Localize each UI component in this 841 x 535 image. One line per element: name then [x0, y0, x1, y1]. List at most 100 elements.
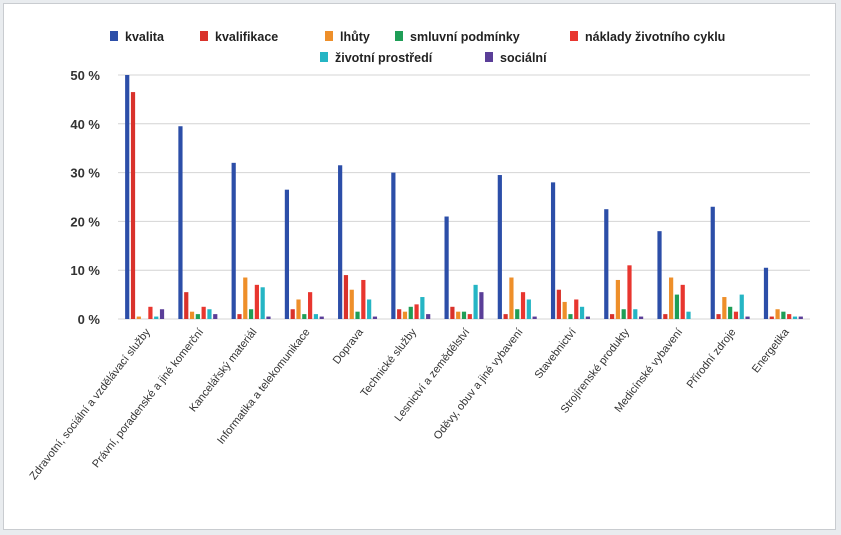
bar-smluvní-podmínky-5 [408, 306, 413, 319]
bar-náklady-životního-cyklu-12 [787, 314, 792, 319]
bar-lhůty-0 [136, 316, 141, 319]
y-tick-label: 20 % [70, 214, 100, 229]
bar-náklady-životního-cyklu-10 [680, 284, 685, 319]
bar-životní-prostředí-3 [313, 314, 319, 319]
bar-životní-prostředí-8 [579, 306, 585, 319]
bar-kvalita-7 [497, 175, 502, 319]
bar-životní-prostředí-2 [260, 287, 265, 319]
category-label: Zdravotní, sociální a vzdělávací služby [28, 326, 154, 482]
bar-lhůty-7 [509, 277, 514, 319]
bar-sociální-6 [479, 292, 484, 319]
y-axis-ticks: 0 % 10 % 20 % 30 % 40 % 50 % [70, 68, 100, 327]
category-label: Stavebnictví [532, 326, 578, 381]
bar-sociální-7 [532, 316, 537, 319]
bar-smluvní-podmínky-11 [728, 306, 733, 319]
bar-smluvní-podmínky-9 [621, 309, 626, 319]
x-axis-categories: Zdravotní, sociální a vzdělávací službyP… [28, 326, 793, 482]
bar-smluvní-podmínky-8 [568, 314, 573, 319]
bar-sociální-4 [372, 316, 378, 319]
y-tick-label: 30 % [70, 166, 100, 181]
bar-lhůty-12 [775, 309, 780, 319]
bar-kvalifikace-4 [343, 275, 349, 319]
bar-lhůty-3 [296, 299, 301, 319]
bar-kvalita-2 [231, 162, 236, 319]
bar-kvalifikace-2 [237, 314, 242, 319]
legend-label: náklady životního cyklu [585, 30, 725, 44]
bar-lhůty-4 [349, 289, 354, 319]
bar-kvalifikace-3 [290, 309, 295, 319]
bar-životní-prostředí-10 [686, 311, 691, 319]
y-tick-label: 50 % [70, 68, 100, 83]
bar-smluvní-podmínky-1 [195, 314, 200, 319]
bar-sociální-0 [159, 309, 165, 319]
bar-kvalifikace-9 [609, 314, 615, 319]
category-label: Právní, poradenské a jiné komerční [90, 326, 206, 470]
bar-kvalifikace-10 [663, 314, 668, 319]
bar-sociální-5 [426, 314, 431, 319]
gridlines [118, 74, 810, 320]
bar-náklady-životního-cyklu-11 [733, 311, 739, 319]
bar-náklady-životního-cyklu-5 [414, 304, 419, 319]
bar-lhůty-5 [402, 311, 408, 319]
legend-label: životní prostředí [335, 51, 433, 65]
bar-kvalifikace-6 [450, 306, 455, 319]
legend-swatch [110, 31, 118, 41]
bar-náklady-životního-cyklu-9 [627, 265, 632, 319]
legend-label: kvalita [125, 30, 165, 44]
bar-lhůty-8 [562, 301, 567, 319]
legend-swatch [325, 31, 333, 41]
bar-životní-prostředí-6 [473, 284, 478, 319]
legend-swatch [485, 52, 493, 62]
bar-kvalita-10 [657, 231, 662, 319]
bar-náklady-životního-cyklu-6 [467, 314, 472, 319]
bar-smluvní-podmínky-2 [248, 309, 254, 319]
category-label: Technické služby [358, 326, 419, 399]
bar-lhůty-11 [722, 297, 727, 319]
bar-smluvní-podmínky-12 [781, 311, 786, 319]
bar-životní-prostředí-1 [207, 309, 212, 319]
chart-frame [3, 3, 836, 530]
bar-kvalifikace-0 [130, 92, 136, 319]
legend: kvalita kvalifikace lhůty smluvní podmínky n… [110, 30, 725, 65]
bar-kvalita-4 [338, 165, 343, 319]
bar-životní-prostředí-9 [633, 309, 638, 319]
bar-kvalifikace-12 [769, 316, 774, 319]
bar-sociální-1 [213, 314, 218, 319]
category-label: Informatika a telekomunikace [215, 326, 313, 446]
bar-životní-prostředí-12 [792, 316, 798, 319]
bar-kvalita-11 [710, 206, 715, 319]
legend-swatch [570, 31, 578, 41]
bar-náklady-životního-cyklu-4 [361, 279, 366, 319]
bar-kvalita-1 [178, 126, 183, 320]
bar-kvalifikace-11 [716, 314, 721, 319]
bar-smluvní-podmínky-7 [515, 309, 520, 319]
bar-náklady-životního-cyklu-1 [201, 306, 206, 319]
legend-swatch [200, 31, 208, 41]
bar-kvalita-8 [550, 182, 556, 319]
category-label: Oděvy, obuv a jiné vybavení [432, 326, 526, 442]
bar-kvalita-0 [125, 75, 130, 319]
bar-lhůty-10 [669, 277, 674, 319]
bar-kvalita-6 [444, 216, 449, 319]
bar-kvalita-5 [391, 172, 396, 319]
bar-sociální-3 [319, 316, 324, 319]
category-label: Přírodní zdroje [685, 326, 739, 390]
bar-kvalifikace-8 [556, 289, 561, 319]
bar-životní-prostředí-7 [526, 299, 531, 319]
bar-smluvní-podmínky-6 [461, 311, 467, 319]
y-tick-label: 0 % [78, 312, 101, 327]
bar-náklady-životního-cyklu-2 [254, 284, 259, 319]
bar-sociální-12 [798, 316, 803, 319]
bars [125, 75, 803, 320]
bar-kvalifikace-1 [184, 292, 189, 319]
bar-životní-prostředí-0 [154, 316, 159, 319]
category-label: Doprava [331, 326, 367, 367]
legend-label: sociální [500, 51, 547, 65]
bar-smluvní-podmínky-3 [302, 314, 307, 319]
bar-náklady-životního-cyklu-7 [520, 292, 526, 319]
legend-swatch [395, 31, 403, 41]
bar-životní-prostředí-11 [739, 294, 744, 319]
bar-životní-prostředí-5 [420, 297, 425, 319]
bar-lhůty-9 [615, 279, 620, 319]
